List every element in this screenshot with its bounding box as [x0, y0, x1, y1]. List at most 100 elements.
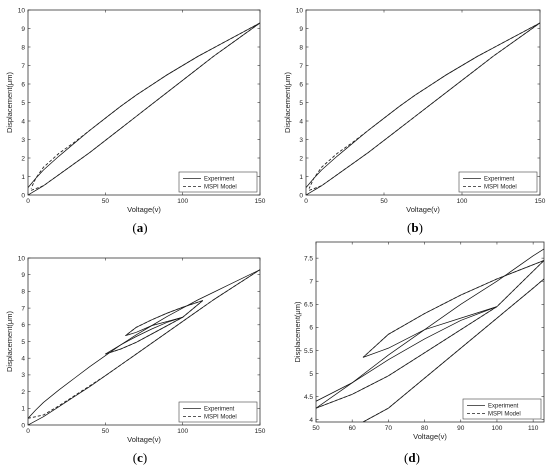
legend: Experiment MSPI Model: [178, 401, 258, 423]
x-tick-label: 100: [177, 198, 188, 205]
y-tick-label: 10: [18, 255, 26, 262]
y-tick-label: 8: [21, 44, 25, 51]
y-tick-label: 4: [299, 118, 303, 125]
y-tick-label: 3: [299, 137, 303, 144]
mspi-model-line: [316, 260, 544, 409]
legend-label: Experiment: [204, 407, 235, 413]
figure-caption: (a): [132, 220, 147, 235]
x-tick-label: 50: [102, 198, 110, 205]
chart-2: 0 50 100 150 0 1 2 3 4 5 6 7 8 9 10 Voltage(v) Displacem…: [283, 7, 546, 235]
chart-3: 0 50 100 150 0 1 2 3 4 5 6 7 8 9 10 Voltage(v) Displacem…: [5, 255, 266, 465]
x-tick-label: 90: [457, 425, 465, 432]
y-tick-label: 4: [21, 118, 25, 125]
legend-label: MSPI Model: [488, 412, 521, 418]
mspi-model-line: [30, 22, 260, 191]
y-tick-label: 5: [21, 339, 25, 346]
legend: Experiment MSPI Model: [462, 398, 542, 420]
y-tick-label: 1: [21, 174, 25, 181]
experiment-line: [316, 260, 544, 409]
mspi-model-line: [105, 300, 204, 355]
chart-1: 0 50 100 150 0 1 2 3 4 5 6 7 8 9 10 Voltage(v) Displacem…: [5, 7, 266, 235]
x-tick-label: 80: [421, 425, 429, 432]
legend-box: [462, 398, 542, 420]
y-tick-label: 9: [21, 272, 25, 279]
x-tick-label: 60: [349, 425, 357, 432]
y-tick-label: 6: [299, 81, 303, 88]
y-tick-label: 2: [21, 389, 25, 396]
plot-frame: [27, 9, 261, 196]
experiment-line: [28, 269, 260, 419]
y-tick-label: 4.5: [304, 394, 313, 401]
y-tick-label: 7: [309, 279, 313, 286]
y-tick-label: 6: [21, 322, 25, 329]
experiment-line: [105, 316, 183, 355]
x-tick-label: 150: [535, 198, 546, 205]
x-axis-label: Voltage(v): [406, 205, 440, 214]
x-axis-label: Voltage(v): [413, 432, 447, 441]
mspi-model-line: [362, 260, 544, 358]
legend-label: Experiment: [484, 177, 515, 183]
x-tick-label: 0: [304, 198, 308, 205]
y-tick-label: 4: [21, 356, 25, 363]
plot-frame: [315, 241, 545, 423]
y-tick-label: 5: [309, 371, 313, 378]
mspi-model-line: [125, 300, 203, 337]
plot-area: [316, 248, 544, 422]
y-tick-label: 2: [299, 155, 303, 162]
y-axis-label: Displacement(μm): [283, 71, 292, 133]
x-tick-label: 100: [492, 425, 503, 432]
y-axis-label: Displacement(μm): [5, 71, 14, 133]
y-tick-label: 3: [21, 372, 25, 379]
x-tick-label: 150: [255, 198, 266, 205]
legend-box: [178, 171, 258, 193]
y-tick-label: 6: [309, 325, 313, 332]
y-tick-label: 6.5: [304, 302, 313, 309]
legend-label: MSPI Model: [204, 185, 237, 191]
y-tick-label: 5.5: [304, 348, 313, 355]
experiment-line: [362, 306, 498, 358]
legend: Experiment MSPI Model: [458, 171, 538, 193]
figure-caption: (d): [404, 450, 420, 465]
legend-box: [178, 401, 258, 423]
plot-frame: [305, 9, 541, 196]
x-tick-label: 50: [312, 425, 320, 432]
mspi-model-line: [362, 278, 544, 422]
mspi-model-line: [28, 269, 260, 419]
experiment-line: [362, 260, 544, 358]
experiment-line: [316, 248, 544, 402]
x-tick-label: 50: [102, 428, 110, 435]
y-tick-label: 5: [21, 100, 25, 107]
legend-label: Experiment: [488, 404, 519, 410]
experiment-line: [28, 22, 260, 195]
y-tick-label: 10: [296, 7, 304, 14]
mspi-model-line: [30, 22, 260, 189]
figure-caption: (b): [407, 220, 423, 235]
legend-label: Experiment: [204, 177, 235, 183]
y-tick-label: 0: [21, 192, 25, 199]
x-tick-label: 150: [255, 428, 266, 435]
legend-box: [458, 171, 538, 193]
mspi-model-line: [308, 22, 540, 189]
experiment-line: [316, 306, 498, 409]
x-tick-label: 50: [380, 198, 388, 205]
x-axis-label: Voltage(v): [127, 205, 161, 214]
x-tick-label: 110: [528, 425, 539, 432]
legend-label: MSPI Model: [204, 415, 237, 421]
experiment-line: [306, 22, 540, 195]
y-tick-label: 10: [18, 7, 26, 14]
plot-frame: [27, 257, 261, 426]
x-tick-label: 0: [26, 428, 30, 435]
y-tick-label: 8: [299, 44, 303, 51]
plot-area: [306, 22, 540, 195]
y-axis-label: Displacement(μm): [5, 310, 14, 372]
x-axis-label: Voltage(v): [127, 435, 161, 444]
y-tick-label: 1: [21, 406, 25, 413]
y-tick-label: 9: [21, 26, 25, 33]
y-tick-label: 8: [21, 289, 25, 296]
x-tick-label: 70: [385, 425, 393, 432]
y-tick-label: 6: [21, 81, 25, 88]
experiment-line: [125, 316, 183, 337]
y-tick-label: 2: [21, 155, 25, 162]
y-tick-label: 9: [299, 26, 303, 33]
